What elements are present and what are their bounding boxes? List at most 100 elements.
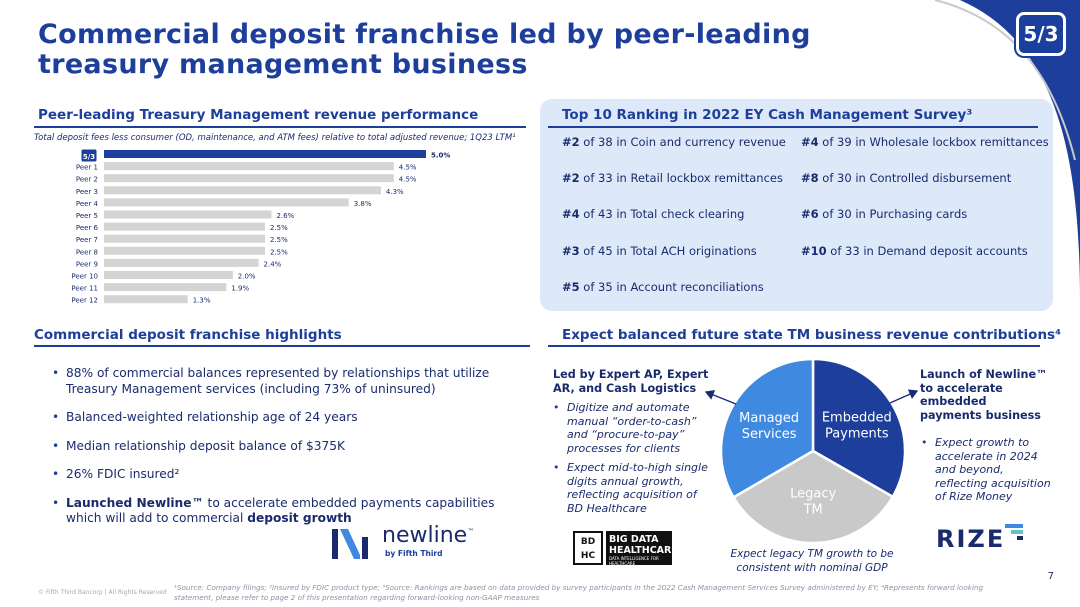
- future-state-heading: Expect balanced future state TM business…: [562, 327, 1061, 343]
- right-callout-list: Expect growth to accelerate in 2024 and …: [921, 436, 1053, 510]
- page-number: 7: [1047, 571, 1054, 582]
- newline-logo: newline™ by Fifth Third: [330, 523, 480, 563]
- bar-peer: [104, 174, 394, 183]
- bar-value-label: 2.5%: [270, 236, 288, 244]
- bar-peer: [104, 246, 265, 255]
- pie-slice-label: Legacy TM: [790, 487, 836, 518]
- bar-peer: [104, 283, 227, 292]
- pie-slice: [811, 357, 907, 499]
- ranking-item: #5 of 35 in Account reconciliations: [562, 280, 764, 294]
- bar-peer: [104, 210, 272, 219]
- bar-value-label: 1.9%: [231, 285, 249, 293]
- left-callout-item: Digitize and automate manual “order-to-c…: [553, 401, 713, 455]
- ranking-item: #10 of 33 in Demand deposit accounts: [801, 244, 1028, 258]
- highlight-item: 26% FDIC insured²: [52, 467, 522, 483]
- pie-note: Expect legacy TM growth to be consistent…: [730, 548, 894, 574]
- ranking-item: #4 of 43 in Total check clearing: [562, 207, 745, 221]
- ranking-item: #8 of 30 in Controlled disbursement: [801, 171, 1012, 185]
- highlight-bold-newline: Launched Newline™: [66, 495, 204, 510]
- ranking-item: #2 of 33 in Retail lockbox remittances: [562, 171, 783, 185]
- bar-category-label: Peer 6: [76, 224, 99, 232]
- copyright: © Fifth Third Bancorp | All Rights Reser…: [38, 589, 167, 596]
- bar-category-label: Peer 7: [76, 236, 98, 244]
- bar-peer: [104, 271, 233, 279]
- ranking-item: #4 of 39 in Wholesale lockbox remittance…: [801, 135, 1049, 149]
- tm-revenue-pie-chart: Embedded Payments Legacy TM Managed Services: [719, 357, 907, 545]
- bar-category-label: Peer 4: [76, 200, 99, 208]
- bar-category-label: Peer 12: [71, 297, 98, 305]
- right-callout-heading: Launch of Newline™ to accelerate embedde…: [920, 368, 1048, 422]
- bar-category-label: Peer 11: [71, 285, 98, 293]
- highlights-divider: [34, 345, 530, 347]
- bar-category-label: Peer 3: [76, 188, 98, 196]
- pie-slice: [731, 449, 895, 545]
- bar-category-label: Peer 9: [76, 260, 98, 268]
- bar-category-label: Peer 1: [76, 164, 98, 172]
- bar-peer: [104, 198, 349, 207]
- left-callout-item: Expect mid-to-high single digits annual …: [553, 461, 713, 515]
- bar-value-label: 4.5%: [399, 176, 417, 184]
- pie-slice-label: Embedded Payments: [822, 411, 892, 442]
- bdh-mark-icon: BD HC: [573, 531, 603, 565]
- bar-peer: [104, 186, 381, 195]
- svg-text:5/3: 5/3: [83, 153, 95, 161]
- bar-fifth-third: [104, 150, 426, 158]
- newline-byline: by Fifth Third: [385, 549, 443, 558]
- bar-value-label: 2.5%: [270, 248, 288, 256]
- right-callout-arrow: [889, 389, 919, 404]
- bar-value-label: 2.4%: [264, 260, 282, 268]
- ranking-heading: Top 10 Ranking in 2022 EY Cash Managemen…: [562, 107, 973, 123]
- tm-revenue-divider: [34, 126, 526, 128]
- big-data-healthcare-logo: BD HC BIG DATA HEALTHCARE DATA INTELLIGEN…: [573, 531, 678, 566]
- bar-category-label: Peer 2: [76, 176, 98, 184]
- pie-slice-label: Managed Services: [739, 411, 799, 442]
- corner-arc-decoration: [934, 0, 1080, 300]
- bar-category-label: Peer 10: [71, 273, 98, 281]
- bar-value-label: 2.6%: [276, 212, 294, 220]
- ranking-panel: [540, 99, 1053, 311]
- bar-peer: [104, 162, 394, 171]
- bar-peer: [104, 234, 265, 243]
- highlight-item: Median relationship deposit balance of $…: [52, 439, 522, 455]
- left-callout-list: Digitize and automate manual “order-to-c…: [553, 401, 713, 521]
- bar-value-label: 4.5%: [399, 164, 417, 172]
- tm-revenue-note: Total deposit fees less consumer (OD, ma…: [34, 133, 516, 143]
- rize-logo: RIZE: [936, 525, 1006, 553]
- ranking-item: #2 of 38 in Coin and currency revenue: [562, 135, 786, 149]
- bar-value-label: 1.3%: [193, 297, 211, 305]
- highlight-item: 88% of commercial balances represented b…: [52, 366, 522, 397]
- page-title: Commercial deposit franchise led by peer…: [38, 19, 811, 80]
- bar-peer: [104, 222, 265, 231]
- newline-wordmark: newline™: [382, 523, 475, 548]
- bar-value-label: 2.0%: [238, 273, 256, 281]
- bar-peer: [104, 295, 188, 304]
- highlight-bold-deposit: deposit growth: [247, 511, 352, 525]
- bar-category-label: Peer 8: [76, 248, 98, 256]
- bar-value-label: 3.8%: [354, 200, 372, 208]
- left-callout-arrow: [704, 390, 737, 405]
- bar-value-label: 5.0%: [431, 152, 450, 160]
- ranking-item: #6 of 30 in Purchasing cards: [801, 207, 968, 221]
- future-state-divider: [548, 345, 1040, 347]
- highlight-item: Balanced-weighted relationship age of 24…: [52, 410, 522, 426]
- newline-mark-icon: [332, 529, 368, 559]
- tm-revenue-heading: Peer-leading Treasury Management revenue…: [38, 107, 479, 123]
- fifth-third-logo: 5/3: [1016, 12, 1066, 56]
- highlight-item-newline: Launched Newline™ to accelerate embedded…: [52, 496, 522, 527]
- right-callout-item: Expect growth to accelerate in 2024 and …: [921, 436, 1053, 504]
- bar-value-label: 4.3%: [386, 188, 404, 196]
- bar-category-label: Peer 5: [76, 212, 98, 220]
- rize-mark-icon: [1005, 524, 1023, 540]
- footnote: ¹Source: Company filings; ²Insured by FD…: [174, 583, 984, 602]
- ranking-divider: [548, 126, 1038, 128]
- bar-peer: [104, 258, 259, 267]
- highlights-heading: Commercial deposit franchise highlights: [34, 327, 342, 343]
- pie-slice: [719, 357, 815, 500]
- bar-value-label: 2.5%: [270, 224, 288, 232]
- fifth-third-category-icon: 5/3: [80, 148, 98, 163]
- left-callout-heading: Led by Expert AP, Expert AR, and Cash Lo…: [553, 368, 709, 395]
- ranking-item: #3 of 45 in Total ACH originations: [562, 244, 757, 258]
- bdh-wordmark: BIG DATA HEALTHCARE DATA INTELLIGENCE FOR…: [606, 531, 678, 566]
- highlight-text: to accelerate embedded payments capabili…: [66, 495, 495, 526]
